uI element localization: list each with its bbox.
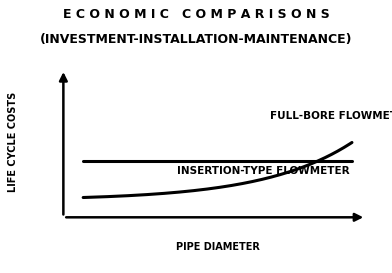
Text: E C O N O M I C   C O M P A R I S O N S: E C O N O M I C C O M P A R I S O N S [63,8,329,21]
Text: (INVESTMENT-INSTALLATION-MAINTENANCE): (INVESTMENT-INSTALLATION-MAINTENANCE) [40,33,352,46]
Text: PIPE DIAMETER: PIPE DIAMETER [176,242,260,252]
Text: INSERTION-TYPE FLOWMETER: INSERTION-TYPE FLOWMETER [176,167,349,176]
Text: FULL-BORE FLOWMETER: FULL-BORE FLOWMETER [270,111,392,121]
Text: LIFE CYCLE COSTS: LIFE CYCLE COSTS [7,92,18,192]
